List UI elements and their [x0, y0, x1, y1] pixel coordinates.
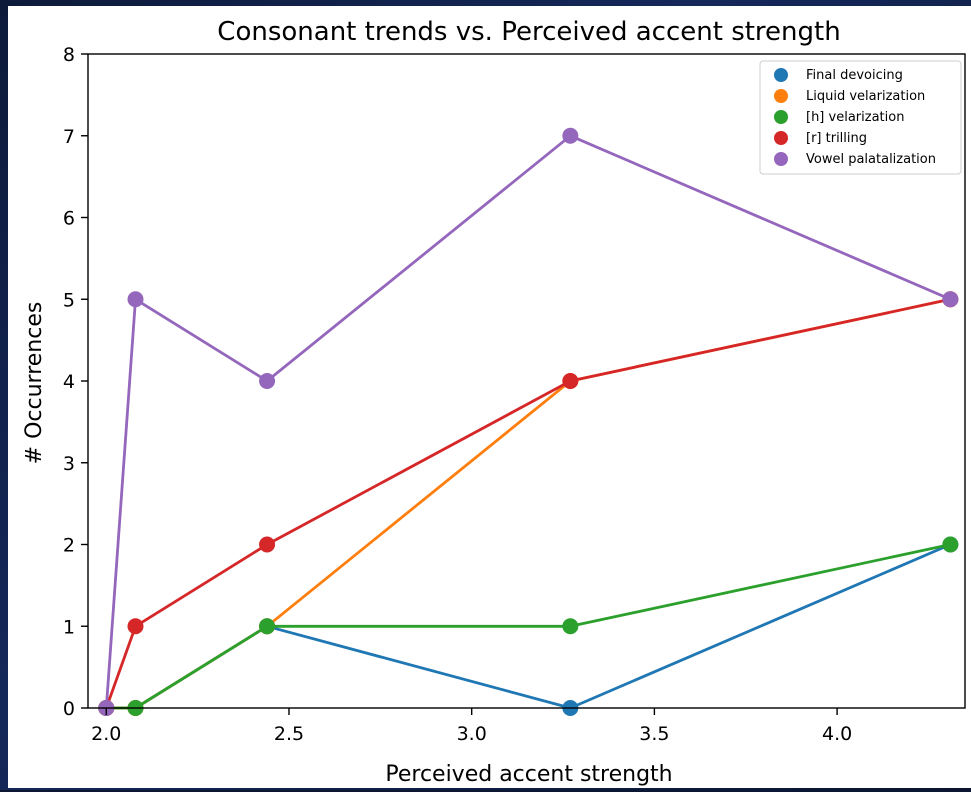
data-point [942, 291, 959, 308]
y-tick-label: 7 [63, 126, 75, 148]
y-tick-label: 2 [63, 535, 75, 557]
data-point [259, 536, 276, 553]
legend-label: Final devoicing [806, 68, 903, 83]
plot-area [98, 127, 959, 716]
y-tick-label: 5 [63, 289, 75, 311]
y-tick-label: 4 [63, 371, 75, 393]
chart-panel: Consonant trends vs. Perceived accent st… [8, 6, 971, 788]
y-tick-label: 0 [63, 698, 75, 720]
x-axis-label: Perceived accent strength [385, 762, 672, 787]
data-point [562, 127, 579, 144]
legend-marker [774, 110, 788, 124]
series-5 [98, 127, 959, 716]
data-point [562, 618, 579, 635]
series-line [106, 543, 951, 710]
data-point [259, 618, 276, 635]
x-tick-label: 4.0 [822, 723, 852, 745]
x-tick-label: 3.5 [639, 723, 669, 745]
legend-marker [774, 68, 788, 82]
data-point [562, 373, 579, 389]
data-point [127, 618, 144, 635]
x-tick-label: 2.5 [274, 723, 304, 745]
legend-marker [774, 131, 788, 145]
series-line [104, 134, 951, 709]
y-axis-label: # Occurrences [22, 302, 47, 465]
series-3 [98, 536, 959, 716]
legend-label: [r] trilling [806, 131, 867, 146]
y-tick-label: 6 [63, 208, 75, 230]
data-point [127, 291, 144, 308]
chart: Consonant trends vs. Perceived accent st… [22, 17, 966, 787]
y-tick-label: 1 [63, 616, 75, 638]
axes: 2.0 2.5 3.0 3.5 4.0 0 1 2 3 4 5 6 7 8 [63, 44, 966, 745]
legend-box [759, 60, 962, 175]
y-tick-label: 3 [63, 453, 75, 475]
data-point [942, 536, 959, 553]
y-tick-label: 8 [63, 44, 75, 66]
legend-marker [774, 89, 788, 103]
chart-title: Consonant trends vs. Perceived accent st… [217, 17, 840, 47]
legend-marker [774, 152, 788, 166]
legend: Final devoicing Liquid velarization [h] ve… [759, 60, 962, 175]
legend-label: [h] velarization [806, 110, 904, 125]
x-tick-label: 2.0 [91, 723, 121, 745]
x-tick-label: 3.0 [457, 723, 487, 745]
legend-label: Liquid velarization [806, 89, 925, 104]
legend-label: Vowel palatalization [806, 152, 936, 167]
data-point [259, 373, 276, 389]
